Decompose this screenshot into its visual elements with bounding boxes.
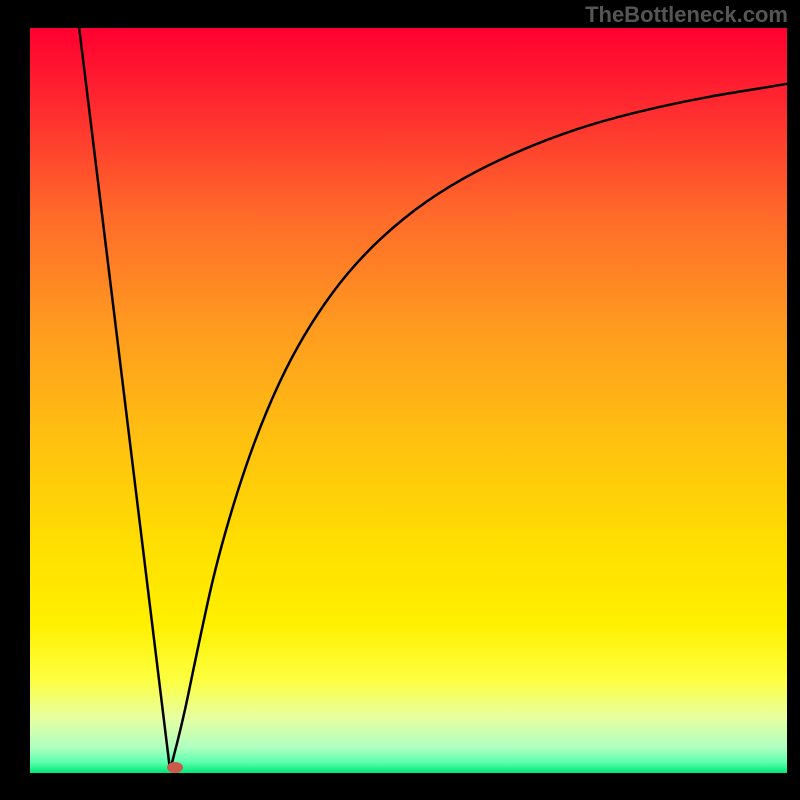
watermark-text: TheBottleneck.com bbox=[585, 2, 788, 28]
curve-layer bbox=[30, 28, 787, 773]
bottleneck-curve-path bbox=[79, 28, 787, 770]
plot-area bbox=[30, 28, 787, 773]
bottleneck-chart: TheBottleneck.com bbox=[0, 0, 800, 800]
